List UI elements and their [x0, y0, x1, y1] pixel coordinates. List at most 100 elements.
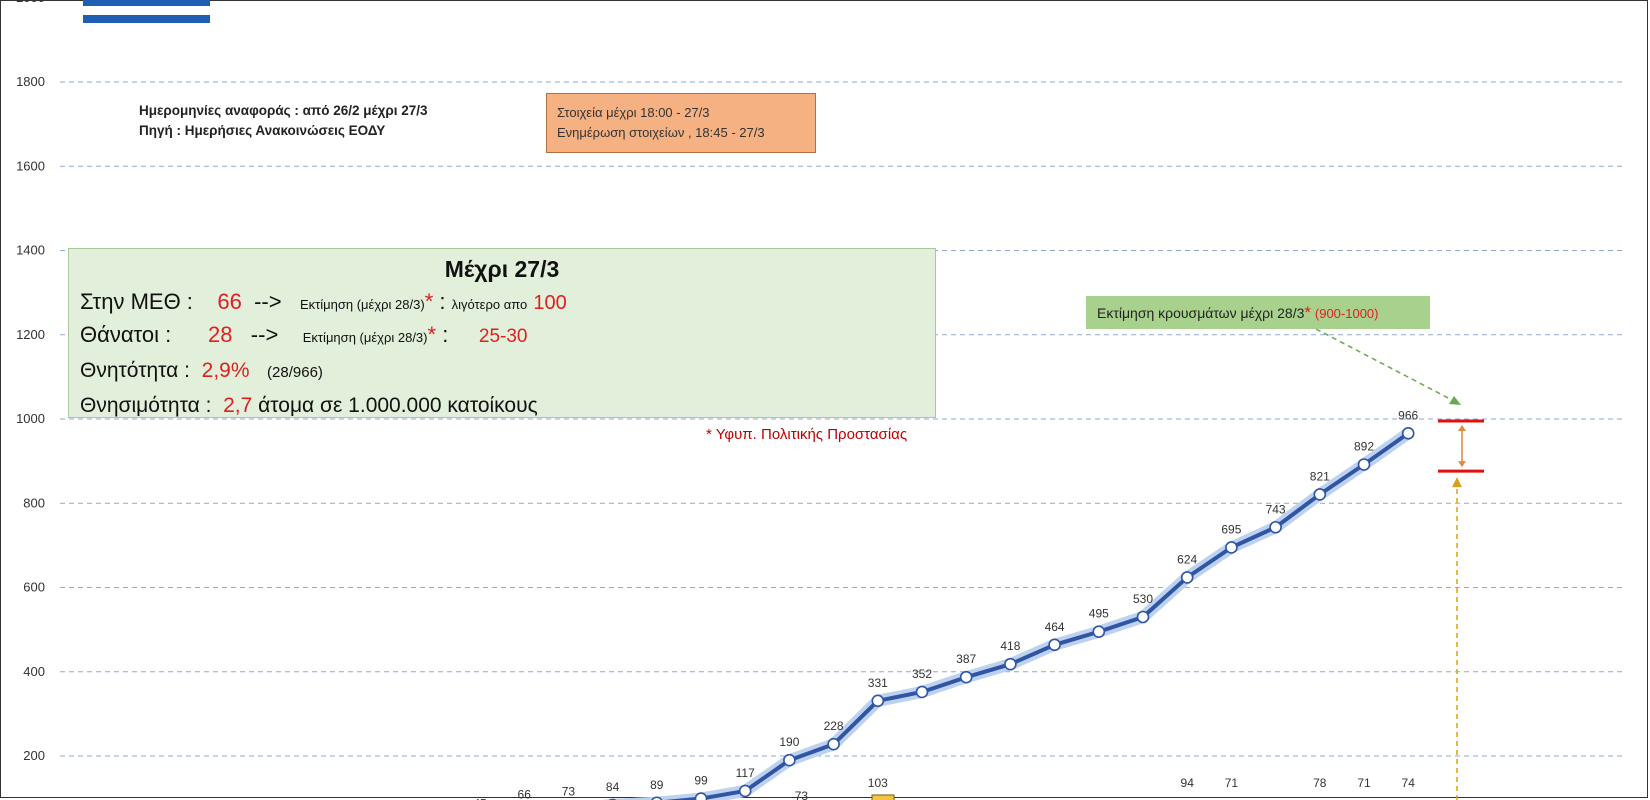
- icu-row: Στην ΜΕΘ : 66 --> Εκτίμηση (μέχρι 28/3)*…: [80, 289, 567, 314]
- data-point: [1313, 488, 1327, 501]
- data-point: [1092, 625, 1106, 639]
- y-tick-label: 2000: [16, 0, 45, 5]
- data-point: [783, 753, 796, 767]
- icu-estimate-label: Εκτίμηση (μέχρι 28/3): [299, 297, 425, 312]
- icu-value: 66: [217, 289, 242, 314]
- data-label: 228: [824, 719, 844, 733]
- data-source: Πηγή : Ημερήσιες Ανακοινώσεις ΕΟΔΥ: [139, 123, 386, 138]
- data-label: 695: [1221, 522, 1241, 536]
- data-point: [1269, 520, 1282, 534]
- case-estimate-range: (900-1000): [1314, 306, 1379, 321]
- data-label: 821: [1310, 469, 1330, 483]
- data-point: [915, 685, 929, 699]
- mortality-label: Θνητότητα :: [80, 359, 190, 382]
- data-point: [959, 670, 973, 684]
- case-estimate-box: Εκτίμηση κρουσμάτων μέχρι 28/3* (900-100…: [1086, 296, 1430, 329]
- data-point: [871, 694, 885, 708]
- deaths-row: Θάνατοι : 28 --> Εκτίμηση (μέχρι 28/3)* …: [80, 322, 528, 347]
- data-label: 530: [1133, 592, 1153, 606]
- fatality-label: Θνησιμότητα :: [80, 394, 212, 417]
- data-point: [694, 792, 708, 800]
- daily-new-label: 71: [1225, 776, 1239, 790]
- data-point: [1357, 458, 1371, 471]
- data-label: 352: [912, 667, 932, 681]
- estimate-pointer-head: [1449, 396, 1461, 405]
- y-tick-label: 800: [23, 495, 45, 510]
- fatality-text: άτομα σε 1.000.000 κατοίκους: [258, 394, 538, 417]
- icu-estimate-text: λιγότερο απο: [451, 297, 528, 312]
- daily-marker: [871, 794, 895, 800]
- case-estimate-label: Εκτίμηση κρουσμάτων μέχρι 28/3: [1097, 305, 1305, 321]
- icu-estimate-star: *: [424, 289, 434, 314]
- data-point: [827, 737, 840, 751]
- data-label: 117: [736, 766, 755, 780]
- data-label: 331: [868, 676, 888, 690]
- data-label: 743: [1266, 502, 1286, 516]
- daily-new-label: 71: [1357, 776, 1371, 790]
- case-estimate-star: *: [1304, 303, 1311, 322]
- y-tick-label: 400: [23, 664, 45, 679]
- deaths-arrow: -->: [250, 322, 279, 347]
- y-tick-label: 1800: [16, 74, 45, 89]
- deaths-label: Θάνατοι :: [80, 322, 172, 347]
- data-label: 73: [562, 784, 576, 798]
- data-label: 418: [1000, 639, 1020, 653]
- daily-new-label: 78: [1313, 776, 1327, 790]
- data-label: 66: [518, 787, 532, 800]
- series-line: [664, 431, 1410, 800]
- deaths-estimate-star: *: [427, 322, 437, 347]
- data-label: 99: [694, 774, 708, 788]
- daily-new-label: 74: [1402, 776, 1416, 790]
- data-label: 966: [1398, 408, 1418, 422]
- data-label: 624: [1177, 552, 1197, 566]
- summary-title: Μέχρι 27/3: [444, 256, 560, 282]
- data-label: 387: [956, 652, 976, 666]
- data-point: [1004, 657, 1017, 671]
- deaths-estimate-label: Εκτίμηση (μέχρι 28/3): [302, 330, 428, 345]
- y-tick-label: 1200: [16, 327, 45, 342]
- range-arrow-down-head: [1458, 461, 1466, 468]
- civil-protection-note: * Υφυπ. Πολιτικής Προστασίας: [706, 426, 908, 443]
- flag-stripe-bottom: [83, 15, 210, 23]
- data-point: [1136, 610, 1150, 624]
- data-point: [738, 784, 752, 798]
- icu-label: Στην ΜΕΘ :: [80, 289, 193, 314]
- data-label: 45: [473, 796, 487, 800]
- y-tick-label: 600: [23, 580, 45, 595]
- data-point: [1401, 427, 1415, 440]
- data-point: [1225, 541, 1238, 554]
- report-dates: Ημερομηνίες αναφοράς : από 26/2 μέχρι 27…: [139, 103, 428, 118]
- data-timestamp-box: Στοιχεία μέχρι 18:00 - 27/3 Ενημέρωση στ…: [546, 93, 816, 153]
- series-halo: [601, 427, 1415, 800]
- data-label: 89: [650, 778, 664, 792]
- deaths-estimate: 25-30: [478, 326, 528, 347]
- data-label: 892: [1354, 439, 1374, 453]
- data-point: [1180, 571, 1194, 584]
- mortality-note: (28/966): [267, 364, 323, 381]
- icu-estimate-value: 100: [533, 292, 567, 314]
- daily-new-label: 103: [868, 776, 888, 790]
- y-tick-label: 1000: [16, 411, 45, 426]
- data-point: [1048, 638, 1061, 652]
- y-tick-label: 1600: [16, 158, 45, 173]
- estimate-pointer-arrow: [1315, 328, 1455, 402]
- data-label: 464: [1045, 620, 1065, 634]
- fatality-value: 2,7: [223, 394, 253, 417]
- mortality-row: Θνητότητα : 2,9% (28/966): [80, 359, 323, 383]
- mortality-value: 2,9%: [201, 359, 250, 382]
- data-cutoff: Στοιχεία μέχρι 18:00 - 27/3: [557, 105, 710, 120]
- deaths-value: 28: [207, 322, 233, 347]
- summary-box: Μέχρι 27/3 Στην ΜΕΘ : 66 --> Εκτίμηση (μ…: [68, 248, 936, 418]
- flag-stripe-top: [83, 0, 210, 6]
- daily-new-label: 73: [795, 789, 809, 800]
- data-label: 84: [606, 780, 620, 794]
- y-tick-label: 1400: [16, 243, 45, 258]
- data-label: 495: [1089, 607, 1109, 621]
- fatality-row: Θνησιμότητα : 2,7 άτομα σε 1.000.000 κατ…: [80, 394, 538, 418]
- icu-arrow: -->: [254, 289, 282, 314]
- data-point: [651, 796, 663, 800]
- daily-new-label: 94: [1181, 776, 1195, 790]
- data-update: Ενημέρωση στοιχείων , 18:45 - 27/3: [557, 125, 765, 140]
